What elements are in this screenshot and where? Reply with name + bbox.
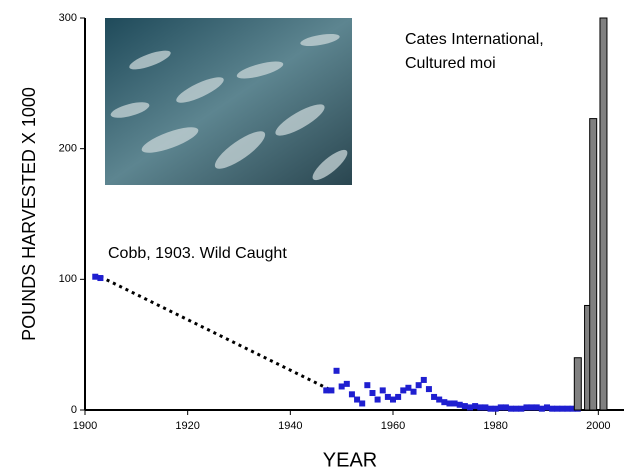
data-point — [523, 404, 529, 410]
data-point — [477, 404, 483, 410]
data-point — [503, 404, 509, 410]
x-tick-label: 2000 — [586, 420, 610, 432]
data-point — [549, 406, 555, 412]
y-axis-label: POUNDS HARVESTED X 1000 — [19, 87, 39, 341]
x-tick-label: 1960 — [381, 420, 405, 432]
data-point — [92, 274, 98, 280]
x-tick-label: 1980 — [483, 420, 507, 432]
data-point — [559, 406, 565, 412]
data-point — [359, 400, 365, 406]
y-tick-label: 300 — [59, 12, 77, 24]
data-point — [385, 394, 391, 400]
bar — [590, 119, 597, 410]
annotation-box: Cates International, Cultured moi — [405, 28, 585, 78]
data-point — [446, 400, 452, 406]
data-point — [513, 406, 519, 412]
data-point — [544, 404, 550, 410]
data-point — [529, 404, 535, 410]
data-point — [441, 399, 447, 405]
data-point — [369, 390, 375, 396]
x-tick-label: 1920 — [175, 420, 199, 432]
data-point — [431, 394, 437, 400]
data-point — [498, 404, 504, 410]
data-point — [565, 406, 571, 412]
data-point — [328, 387, 334, 393]
data-point — [375, 397, 381, 403]
data-point — [488, 406, 494, 412]
x-tick-label: 1940 — [278, 420, 302, 432]
y-tick-label: 0 — [71, 404, 77, 416]
data-point — [472, 403, 478, 409]
data-point — [436, 397, 442, 403]
data-point — [411, 389, 417, 395]
data-point — [534, 404, 540, 410]
data-point — [390, 397, 396, 403]
data-point — [554, 406, 560, 412]
data-point — [339, 383, 345, 389]
data-point — [344, 381, 350, 387]
data-point — [364, 382, 370, 388]
data-point — [405, 385, 411, 391]
data-point — [97, 275, 103, 281]
data-point — [508, 406, 514, 412]
chart: POUNDS HARVESTED X 1000 YEAR Cobb, 1903.… — [0, 0, 624, 472]
data-point — [380, 387, 386, 393]
y-tick-label: 200 — [59, 143, 77, 155]
fish-photo — [105, 18, 352, 185]
data-point — [334, 368, 340, 374]
data-point — [354, 397, 360, 403]
data-point — [323, 387, 329, 393]
data-point — [395, 394, 401, 400]
data-point — [421, 377, 427, 383]
data-point — [416, 382, 422, 388]
data-point — [539, 406, 545, 412]
x-axis-label: YEAR — [323, 449, 377, 471]
data-point — [400, 387, 406, 393]
data-point — [518, 406, 524, 412]
data-point — [467, 404, 473, 410]
data-point — [452, 400, 458, 406]
data-point — [493, 406, 499, 412]
data-point — [349, 391, 355, 397]
annotation: Cobb, 1903. Wild Caught — [108, 245, 287, 262]
data-point — [426, 386, 432, 392]
x-tick-label: 1900 — [73, 420, 97, 432]
data-point — [462, 403, 468, 409]
trend-line — [100, 277, 331, 391]
annotation: Cates International, Cultured moi — [405, 28, 575, 76]
data-point — [482, 404, 488, 410]
y-tick-label: 100 — [59, 273, 77, 285]
bar — [574, 358, 581, 410]
bar — [600, 18, 607, 410]
data-point — [457, 402, 463, 408]
